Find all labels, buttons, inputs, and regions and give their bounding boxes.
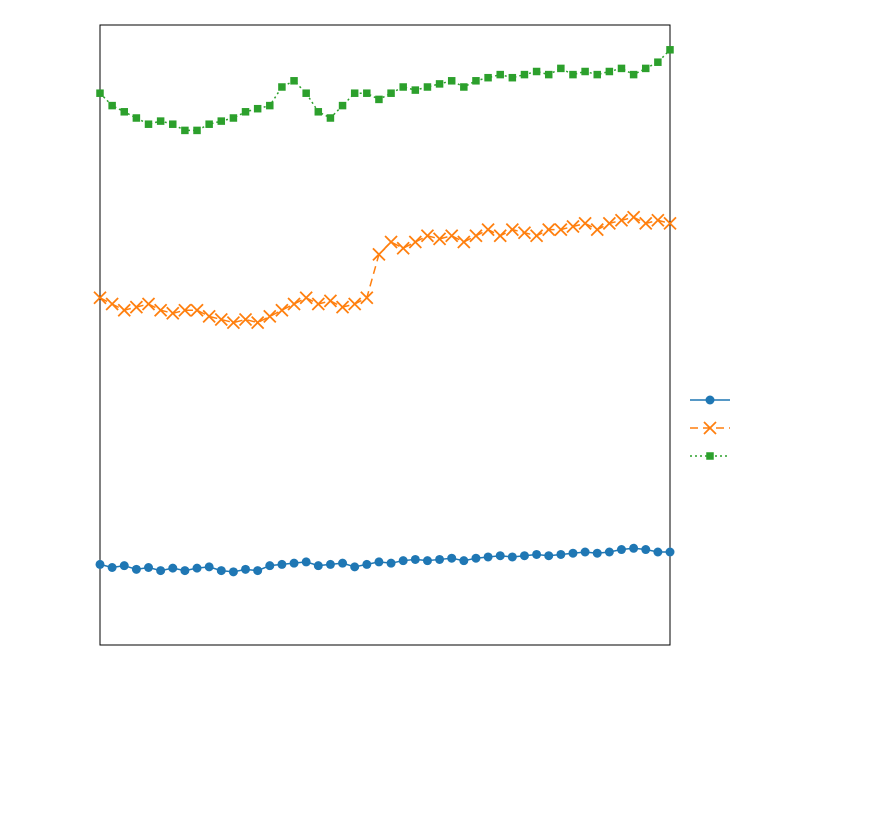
series-series-c [96, 46, 674, 134]
chart-container [0, 0, 884, 829]
legend-item [690, 396, 730, 405]
legend-item [690, 452, 730, 460]
series-series-b [94, 211, 676, 328]
legend-item [690, 422, 730, 434]
series-series-a [96, 544, 675, 577]
series-line [100, 217, 670, 322]
series-line [100, 50, 670, 131]
legend [690, 396, 730, 460]
line-chart [0, 0, 884, 829]
